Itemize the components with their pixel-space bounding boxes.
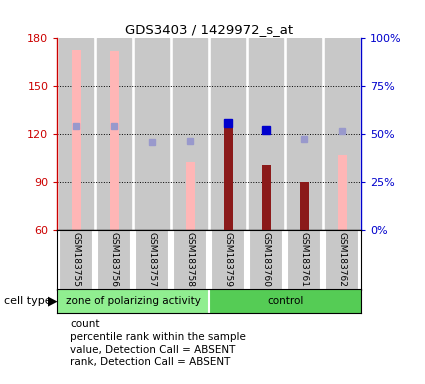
Bar <box>72 50 81 230</box>
Bar <box>325 38 360 230</box>
Bar <box>135 38 170 230</box>
FancyBboxPatch shape <box>325 230 360 290</box>
Text: value, Detection Call = ABSENT: value, Detection Call = ABSENT <box>70 345 235 355</box>
Bar <box>300 182 309 230</box>
FancyBboxPatch shape <box>173 230 207 290</box>
Bar <box>173 38 207 230</box>
Bar <box>337 155 347 230</box>
Bar <box>211 38 245 230</box>
Text: rank, Detection Call = ABSENT: rank, Detection Call = ABSENT <box>70 358 230 367</box>
FancyBboxPatch shape <box>211 230 245 290</box>
FancyBboxPatch shape <box>287 230 321 290</box>
Bar <box>97 38 131 230</box>
Text: control: control <box>267 296 303 306</box>
FancyBboxPatch shape <box>97 230 131 290</box>
Text: ▶: ▶ <box>48 295 57 308</box>
Text: GSM183762: GSM183762 <box>338 232 347 286</box>
Text: GSM183755: GSM183755 <box>72 232 81 286</box>
Text: GSM183760: GSM183760 <box>262 232 271 286</box>
Text: GSM183757: GSM183757 <box>148 232 157 286</box>
Bar <box>261 165 271 230</box>
FancyBboxPatch shape <box>135 230 170 290</box>
Bar <box>209 289 361 313</box>
Bar <box>186 162 195 230</box>
Text: percentile rank within the sample: percentile rank within the sample <box>70 332 246 342</box>
Bar <box>224 123 233 230</box>
FancyBboxPatch shape <box>59 230 94 290</box>
Bar <box>110 51 119 230</box>
Text: GSM183758: GSM183758 <box>186 232 195 286</box>
Bar <box>59 38 94 230</box>
Text: count: count <box>70 319 99 329</box>
FancyBboxPatch shape <box>249 230 283 290</box>
Text: GSM183761: GSM183761 <box>300 232 309 286</box>
Text: cell type: cell type <box>4 296 52 306</box>
Bar <box>249 38 283 230</box>
Text: GSM183756: GSM183756 <box>110 232 119 286</box>
Bar <box>287 38 321 230</box>
Title: GDS3403 / 1429972_s_at: GDS3403 / 1429972_s_at <box>125 23 293 36</box>
Text: GSM183759: GSM183759 <box>224 232 233 286</box>
Text: zone of polarizing activity: zone of polarizing activity <box>66 296 201 306</box>
Bar <box>57 289 209 313</box>
